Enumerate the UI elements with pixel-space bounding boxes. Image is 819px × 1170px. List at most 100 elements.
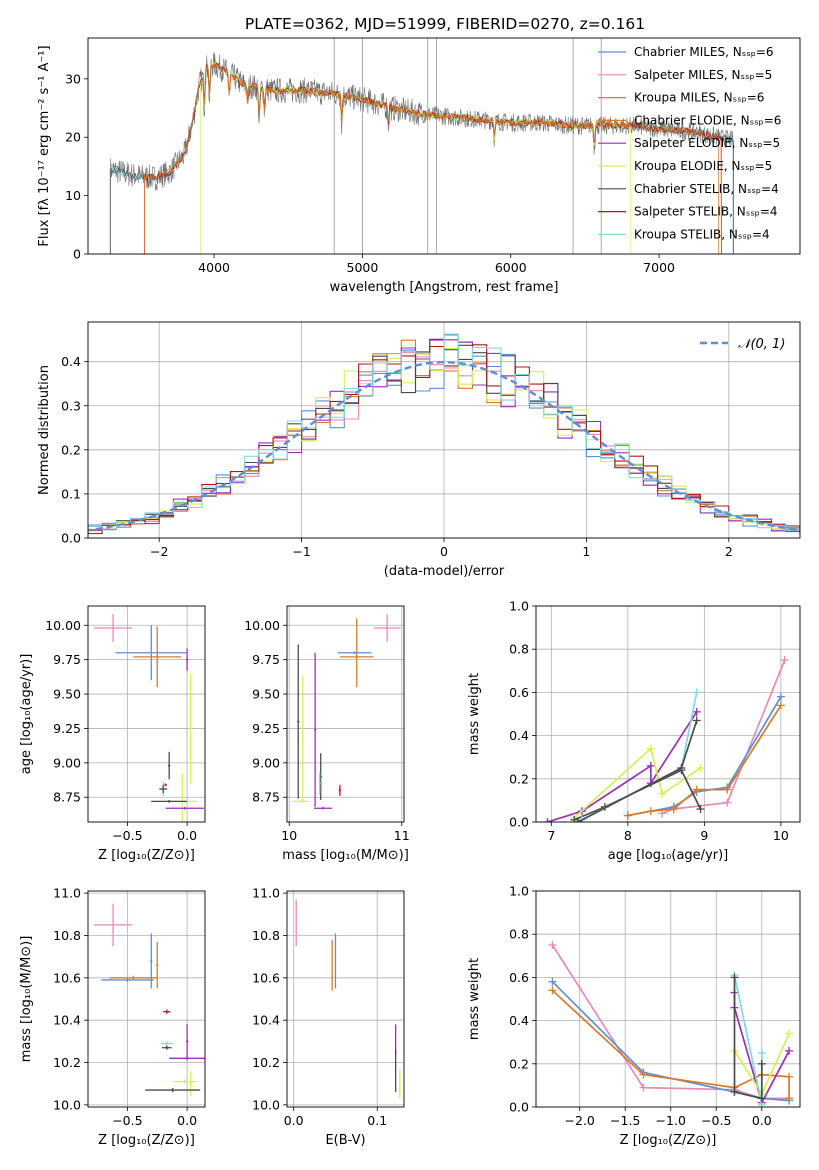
plot-area-weight_vs_Z (548, 941, 794, 1107)
y-tick-label: 0.2 (509, 771, 529, 786)
axes-frame (535, 890, 801, 1108)
y-tick-label: 10.8 (252, 928, 280, 943)
y-axis-label: mass [log₁₀(M/M⊙)] (19, 936, 34, 1063)
y-tick-label: 0.4 (61, 354, 81, 369)
x-tick-label: −0.5 (112, 1113, 142, 1128)
y-axis-label: mass weight (467, 673, 482, 755)
x-tick-label: 6000 (495, 260, 527, 275)
model-spectrum-line (200, 61, 632, 254)
x-axis-label: Z [log₁₀(Z/Z⊙)] (98, 848, 195, 863)
y-tick-label: 10.0 (53, 1097, 81, 1112)
y-tick-label: 9.50 (252, 687, 280, 702)
legend-label: Kroupa MILES, Nₛₛₚ=6 (634, 91, 764, 105)
plot-area-age_vs_Z (93, 614, 204, 822)
axes-frame (87, 890, 206, 1108)
y-tick-label: 0.8 (509, 927, 529, 942)
y-tick-label: 10.8 (53, 928, 81, 943)
y-tick-label: 0.4 (509, 728, 529, 743)
axes-frame (286, 605, 405, 823)
x-tick-label: 10 (773, 828, 789, 843)
x-axis-label: mass [log₁₀(M/M⊙)] (282, 848, 409, 863)
legend-label: Chabrier MILES, Nₛₛₚ=6 (634, 45, 774, 59)
plot-area-mass_vs_Z (93, 903, 205, 1097)
plot-area-spectrum (109, 38, 734, 254)
y-tick-label: 0.6 (509, 685, 529, 700)
weight-line (573, 747, 701, 819)
y-tick-label: 20 (65, 130, 81, 145)
weight-line (573, 769, 702, 821)
x-tick-label: 1 (582, 544, 590, 559)
y-tick-label: 0.0 (61, 531, 81, 546)
y-tick-label: 0.0 (509, 1100, 529, 1115)
y-tick-label: 9.25 (53, 721, 81, 736)
x-tick-label: 0.0 (284, 1113, 304, 1128)
x-tick-label: 7000 (643, 260, 675, 275)
y-axis-label: age [log₁₀(age/yr)] (19, 654, 34, 775)
axes-frame (87, 37, 801, 255)
x-tick-label: −1.5 (610, 1113, 640, 1128)
y-tick-label: 9.25 (252, 721, 280, 736)
y-tick-label: 0.6 (509, 970, 529, 985)
figure-title: PLATE=0362, MJD=51999, FIBERID=0270, z=0… (245, 15, 645, 33)
legend-label: Salpeter ELODIE, Nₛₛₚ=5 (634, 136, 780, 150)
x-tick-label: 2 (725, 544, 733, 559)
legend-label: Salpeter MILES, Nₛₛₚ=5 (634, 68, 772, 82)
x-axis-label: Z [log₁₀(Z/Z⊙)] (98, 1133, 195, 1148)
y-tick-label: 9.75 (252, 652, 280, 667)
axes-mass_vs_Z: −0.5 0.0 10.0 10.2 10.4 10.6 10.8 11.0 Z [log₁₀(… (19, 886, 206, 1148)
x-axis-label: age [log₁₀(age/yr)] (608, 848, 729, 863)
axes-age_vs_Z: −0.5 0.0 8.75 9.00 9.25 9.50 9.75 10.00 Z [log₁₀… (19, 605, 206, 863)
axes-mass_vs_ebv: 0.0 0.1 10.0 10.2 10.4 10.6 10.8 11.0 E(B-V) (252, 886, 405, 1148)
x-tick-label: 7 (547, 828, 555, 843)
x-tick-label: −0.5 (701, 1113, 731, 1128)
y-tick-label: 10.4 (252, 1013, 280, 1028)
x-tick-label: −1 (292, 544, 310, 559)
y-tick-label: 0.3 (61, 398, 81, 413)
plot-area-weight_vs_age (543, 656, 789, 822)
plot-area-residuals (88, 333, 800, 535)
x-tick-label: 0.1 (367, 1113, 387, 1128)
y-tick-label: 10.0 (252, 1097, 280, 1112)
y-axis-label: Flux [fλ 10⁻¹⁷ erg cm⁻² s⁻¹ A⁻¹] (37, 45, 52, 246)
axes-spectrum: 4000 5000 6000 7000 0 10 20 30 wavelength [Angst… (37, 37, 801, 295)
legend-label: 𝒩(0, 1) (738, 337, 785, 352)
x-tick-label: 10 (281, 828, 297, 843)
axes-frame (286, 890, 405, 1108)
legend-label: Salpeter STELIB, Nₛₛₚ=4 (634, 205, 778, 219)
y-tick-label: 0.1 (61, 486, 81, 501)
x-tick-label: 5000 (347, 260, 379, 275)
gauss-curve (88, 360, 800, 532)
y-tick-label: 11.0 (252, 886, 280, 901)
weight-line (627, 704, 782, 817)
y-axis-label: Normed distribution (37, 365, 52, 495)
x-tick-label: −0.5 (112, 828, 142, 843)
y-tick-label: 10.2 (252, 1055, 280, 1070)
plot-area-mass_vs_ebv (295, 899, 401, 1099)
y-tick-label: 8.75 (53, 790, 81, 805)
axes-frame (87, 605, 206, 823)
axes-frame (535, 605, 801, 823)
x-tick-label: −1.0 (656, 1113, 686, 1128)
histogram-step (88, 333, 800, 533)
y-tick-label: 9.00 (252, 755, 280, 770)
model-spectrum-line (143, 61, 722, 254)
x-tick-label: 9 (700, 828, 708, 843)
x-tick-label: 8 (624, 828, 632, 843)
y-tick-label: 11.0 (53, 886, 81, 901)
y-axis-label: mass weight (467, 958, 482, 1040)
axes-weight_vs_age: 7 8 9 10 0.0 0.2 0.4 0.6 0.8 1.0 age [log₁₀(age/yr… (467, 599, 801, 863)
y-tick-label: 8.75 (252, 790, 280, 805)
y-tick-label: 30 (65, 71, 81, 86)
axes-residuals: −2 −1 0 1 2 0.0 0.1 0.2 0.3 0.4 (data-model)/error… (37, 321, 801, 579)
y-tick-label: 0.2 (509, 1056, 529, 1071)
y-tick-label: 10.00 (244, 618, 280, 633)
model-spectrum-line (143, 62, 719, 254)
x-tick-label: 0 (440, 544, 448, 559)
axes-frame (87, 321, 801, 539)
y-tick-label: 9.00 (53, 755, 81, 770)
y-tick-label: 9.75 (53, 652, 81, 667)
legend-label: Chabrier ELODIE, Nₛₛₚ=6 (634, 113, 781, 127)
y-tick-label: 10.6 (53, 970, 81, 985)
plot-area-age_vs_mass (291, 614, 401, 810)
